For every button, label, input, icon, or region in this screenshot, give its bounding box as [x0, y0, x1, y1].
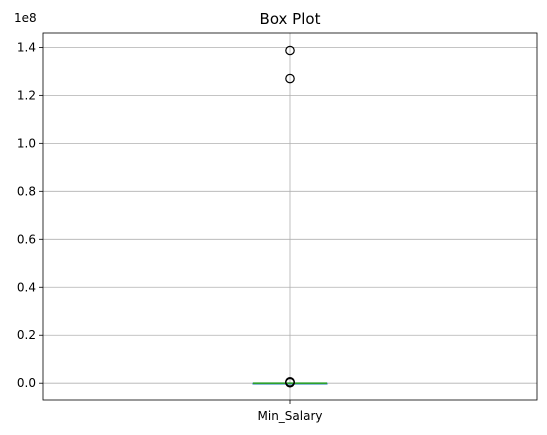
y-tick-label: 1.2 — [17, 88, 36, 102]
plot-frame — [42, 32, 538, 401]
y-tick-label: 1.0 — [17, 136, 36, 150]
y-axis-ticks: 0.0 0.2 0.4 0.6 0.8 1.0 1.2 1.4 — [17, 40, 43, 390]
box-group — [252, 45, 328, 388]
y-tick-label: 0.4 — [17, 280, 36, 294]
outlier-point — [285, 73, 295, 84]
chart-title: Box Plot — [260, 10, 321, 28]
y-axis-offset-label: 1e8 — [14, 11, 37, 25]
y-tick-label: 0.0 — [17, 376, 36, 390]
y-tick-label: 0.8 — [17, 184, 36, 198]
y-tick-label: 0.2 — [17, 328, 36, 342]
grid — [43, 33, 537, 400]
x-tick-label: Min_Salary — [258, 409, 323, 423]
x-axis-ticks: Min_Salary — [258, 400, 323, 423]
outlier-point — [285, 377, 295, 388]
outlier-point — [285, 45, 295, 56]
y-tick-label: 1.4 — [17, 40, 36, 54]
y-tick-label: 0.6 — [17, 232, 36, 246]
